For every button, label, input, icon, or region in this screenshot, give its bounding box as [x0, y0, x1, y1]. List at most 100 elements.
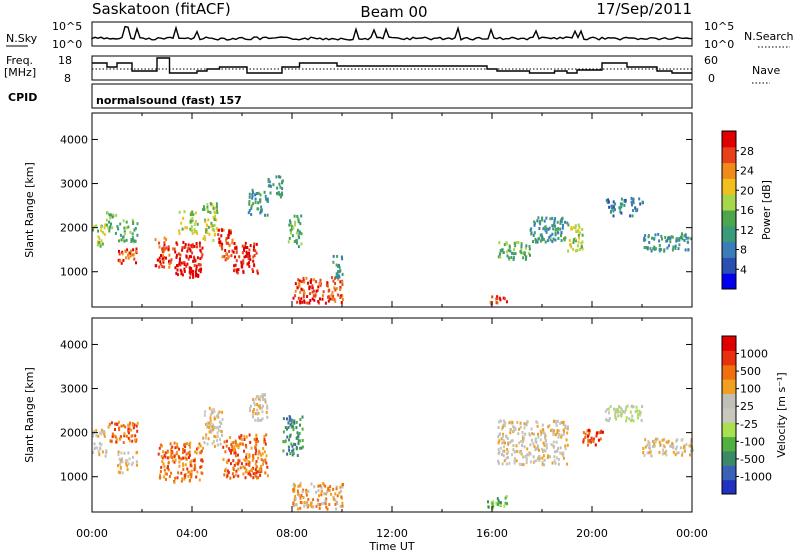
power-echo-cell: [206, 223, 209, 227]
power-echo-cell: [491, 295, 494, 299]
velocity-echo-cell: [505, 434, 508, 438]
power-echo-cell: [683, 234, 686, 238]
velocity-echo-cell: [254, 403, 256, 407]
power-echo-cell: [545, 216, 548, 220]
velocity-echo-cell: [502, 454, 505, 457]
velocity-echo-cell: [216, 435, 219, 439]
velocity-echo-cell: [502, 439, 505, 442]
power-echo-cell: [664, 236, 667, 239]
velocity-colorbar-tick-label: 25: [740, 400, 754, 413]
velocity-echo-cell: [634, 410, 637, 414]
power-echo-cell: [116, 225, 119, 228]
velocity-echo-cell: [134, 438, 136, 442]
power-echo-cell: [631, 214, 634, 218]
power-echo-cell: [687, 236, 690, 240]
power-echo-cell: [260, 208, 263, 212]
power-echo-cell: [177, 252, 180, 256]
velocity-echo-cell: [531, 432, 534, 436]
velocity-echo-cell: [299, 484, 302, 488]
power-echo-cell: [499, 298, 502, 302]
velocity-echo-cell: [176, 450, 178, 454]
freq-tick-bottom: 8: [64, 72, 71, 85]
velocity-echo-cell: [249, 472, 252, 476]
velocity-echo-cell: [299, 500, 302, 504]
velocity-echo-cell: [256, 403, 259, 406]
velocity-echo-cell: [591, 438, 594, 442]
velocity-echo-cell: [184, 456, 187, 460]
velocity-echo-cell: [221, 418, 224, 421]
velocity-echo-cell: [252, 472, 255, 476]
velocity-echo-cell: [507, 442, 510, 446]
power-echo-cell: [553, 221, 556, 225]
velocity-echo-cell: [159, 470, 162, 473]
power-echo-cell: [247, 211, 250, 215]
power-echo-cell: [624, 198, 627, 202]
velocity-echo-cell: [497, 441, 500, 445]
power-echo-cell: [229, 231, 232, 235]
power-echo-cell: [213, 229, 216, 233]
power-echo-cell: [581, 247, 584, 251]
power-echo-cell: [132, 248, 135, 252]
power-echo-cell: [189, 249, 192, 253]
velocity-echo-cell: [296, 507, 299, 511]
velocity-echo-cell: [528, 451, 531, 455]
power-echo-cell: [508, 244, 511, 248]
power-echo-cell: [190, 255, 192, 259]
velocity-echo-cell: [252, 456, 255, 460]
velocity-echo-cell: [199, 465, 202, 469]
power-echo-cell: [319, 282, 321, 285]
power-echo-cell: [257, 201, 260, 205]
velocity-echo-cell: [259, 406, 262, 410]
power-echo-cell: [315, 289, 318, 293]
power-echo-cell: [630, 200, 633, 204]
power-colorbar-swatch: [722, 131, 736, 148]
velocity-echo-cell: [543, 448, 545, 452]
velocity-echo-cell: [202, 436, 205, 440]
velocity-echo-cell: [525, 423, 528, 427]
velocity-echo-cell: [225, 439, 228, 443]
velocity-echo-cell: [518, 450, 521, 454]
velocity-echo-cell: [177, 454, 180, 458]
power-echo-cell: [296, 228, 299, 232]
velocity-echo-cell: [332, 497, 335, 501]
power-echo-cell: [243, 248, 245, 252]
velocity-echo-cell: [556, 431, 559, 435]
power-echo-cell: [496, 295, 499, 299]
power-echo-cell: [632, 198, 635, 202]
velocity-echo-cell: [194, 466, 197, 470]
velocity-echo-cell: [546, 456, 549, 460]
power-echo-cell: [264, 213, 266, 217]
power-echo-cell: [634, 206, 637, 210]
velocity-echo-cell: [266, 406, 269, 410]
velocity-echo-cell: [130, 434, 133, 438]
power-echo-cell: [109, 216, 112, 220]
freq-tick-top: 18: [58, 54, 72, 67]
velocity-echo-cell: [619, 406, 622, 410]
velocity-echo-cell: [206, 442, 209, 446]
power-echo-cell: [193, 222, 196, 226]
velocity-echo-cell: [287, 421, 290, 425]
power-echo-cell: [251, 188, 254, 192]
velocity-echo-cell: [259, 395, 262, 399]
velocity-echo-cell: [245, 468, 248, 472]
velocity-echo-cell: [208, 421, 211, 425]
power-echo-cell: [132, 253, 135, 257]
velocity-echo-cell: [189, 472, 192, 476]
power-echo-cell: [217, 233, 220, 237]
velocity-echo-cell: [530, 438, 533, 442]
power-echo-cell: [120, 238, 123, 242]
power-echo-cell: [537, 216, 540, 220]
velocity-echo-cell: [535, 420, 538, 424]
velocity-echo-cell: [607, 407, 610, 411]
velocity-echo-cell: [556, 420, 559, 424]
velocity-echo-cell: [286, 452, 289, 456]
power-echo-cell: [307, 281, 309, 285]
power-echo-cell: [294, 220, 296, 224]
velocity-echo-cell: [598, 431, 601, 435]
power-echo-cell: [684, 248, 687, 252]
power-echo-cell: [612, 205, 615, 209]
power-echo-cell: [188, 255, 191, 259]
power-echo-cell: [226, 241, 229, 245]
cpid-frame: [91, 83, 693, 109]
power-echo-cell: [253, 245, 255, 249]
